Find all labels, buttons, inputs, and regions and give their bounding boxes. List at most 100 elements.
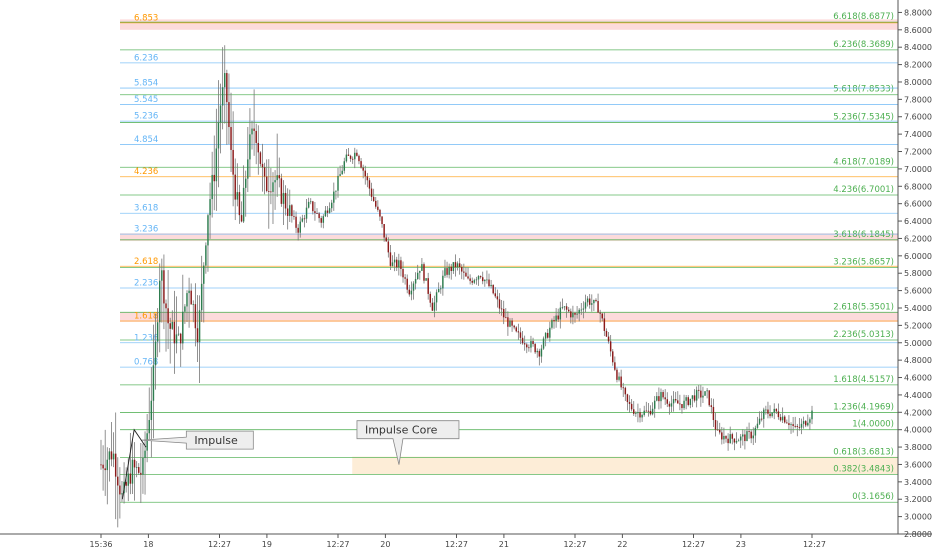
annotation-1[interactable]: Impulse Core — [356, 420, 460, 465]
candle-body-272 — [670, 403, 673, 407]
candle-body-314 — [758, 418, 761, 424]
y-tick-label-7: 4.2000 — [904, 408, 932, 417]
candle-body-184 — [486, 279, 488, 281]
candle-body-252 — [628, 402, 631, 404]
x-tick-label-5: 20 — [380, 540, 390, 549]
candle-body-240 — [603, 318, 606, 331]
candle-body-139 — [391, 262, 394, 266]
candle-body-234 — [591, 303, 593, 305]
candle-body-209 — [538, 350, 541, 357]
candle-body-213 — [547, 332, 549, 338]
candle-body-278 — [683, 400, 685, 409]
candle-body-6 — [112, 453, 115, 460]
candle-body-268 — [662, 392, 664, 398]
fib-label-right-15: 0(3.1656) — [852, 492, 894, 502]
candle-body-45 — [194, 304, 197, 329]
x-tick-label-12: 12:27 — [803, 540, 826, 549]
candle-body-76 — [259, 152, 262, 164]
candle-body-131 — [375, 200, 377, 207]
candle-body-317 — [765, 409, 767, 411]
candle-body-127 — [366, 176, 369, 181]
fib-label-right-5: 4.236(6.7001) — [833, 185, 894, 195]
candle-body-203 — [526, 344, 528, 348]
candle-body-82 — [272, 182, 274, 192]
candle-body-62 — [230, 127, 232, 150]
candle-body-115 — [341, 170, 343, 175]
fib-label-left-1: 6.236 — [134, 53, 158, 63]
candle-body-284 — [695, 389, 698, 401]
candle-body-327 — [786, 422, 788, 424]
candle-body-120 — [351, 158, 354, 160]
candle-body-47 — [198, 310, 201, 343]
red-zone-0 — [120, 19, 898, 30]
fib-label-left-11: 1.618 — [134, 312, 158, 322]
candle-body-98 — [305, 207, 308, 219]
candle-body-274 — [674, 399, 677, 401]
candle-body-18 — [138, 467, 140, 473]
candle-body-158 — [431, 302, 434, 311]
candle-body-64 — [234, 174, 236, 200]
fib-label-left-9: 2.618 — [134, 257, 158, 267]
candle-body-217 — [555, 315, 557, 322]
fib-label-right-7: 3.236(5.8657) — [833, 258, 894, 268]
candle-body-270 — [666, 399, 669, 404]
candle-body-30 — [163, 270, 165, 304]
candle-body-246 — [616, 369, 618, 380]
y-tick-label-3: 3.4000 — [904, 478, 932, 487]
y-tick-label-21: 7.0000 — [904, 165, 932, 174]
candle-body-312 — [754, 427, 757, 436]
candle-body-94 — [297, 227, 299, 233]
candle-body-247 — [618, 376, 620, 380]
candle-body-285 — [698, 389, 700, 391]
candle-body-87 — [282, 192, 285, 204]
candle-body-215 — [551, 320, 553, 328]
candle-body-255 — [635, 413, 637, 414]
candle-body-302 — [733, 438, 736, 443]
fib-label-left-12: 1.236 — [134, 333, 158, 343]
y-tick-label-6: 4.0000 — [904, 426, 932, 435]
candle-body-146 — [406, 278, 408, 290]
candle-body-31 — [165, 303, 167, 309]
candle-body-9 — [119, 485, 121, 495]
candle-body-173 — [463, 271, 465, 273]
annotation-0[interactable]: Impulse — [141, 430, 254, 450]
candle-body-136 — [385, 237, 387, 242]
candle-body-202 — [523, 343, 526, 345]
y-tick-label-20: 6.8000 — [904, 182, 932, 191]
candle-body-320 — [771, 412, 773, 417]
candle-body-149 — [412, 283, 415, 291]
candle-body-163 — [442, 275, 444, 289]
candle-body-280 — [687, 397, 689, 405]
candle-body-128 — [368, 180, 371, 189]
candle-body-250 — [624, 387, 627, 395]
candle-body-290 — [708, 390, 710, 406]
candle-body-287 — [702, 395, 704, 398]
annotations-layer[interactable]: Impulse Impulse Core — [121, 420, 460, 500]
x-tick-label-3: 19 — [262, 540, 272, 549]
candle-body-132 — [377, 206, 379, 210]
candle-body-201 — [521, 337, 524, 344]
candle-body-5 — [110, 451, 113, 460]
candle-body-279 — [685, 397, 687, 401]
candle-body-143 — [400, 260, 402, 269]
candle-body-259 — [643, 410, 645, 415]
candle-body-44 — [192, 304, 195, 305]
candle-body-39 — [182, 311, 184, 344]
candle-body-324 — [779, 417, 782, 421]
candle-body-80 — [268, 191, 270, 192]
candle-body-124 — [360, 161, 362, 168]
candle-body-190 — [498, 299, 501, 309]
candle-body-266 — [658, 396, 660, 402]
candle-body-133 — [379, 209, 381, 217]
fib-label-left-4: 5.236 — [134, 112, 158, 122]
candle-body-116 — [343, 161, 346, 171]
candle-body-211 — [542, 338, 545, 349]
candle-body-299 — [727, 438, 729, 444]
candle-body-191 — [500, 308, 503, 310]
candle-body-292 — [712, 406, 715, 421]
candle-body-57 — [219, 105, 222, 123]
candle-body-137 — [387, 241, 390, 253]
x-tick-label-7: 21 — [499, 540, 509, 549]
y-tick-label-22: 7.2000 — [904, 148, 932, 157]
y-tick-label-24: 7.6000 — [904, 113, 932, 122]
